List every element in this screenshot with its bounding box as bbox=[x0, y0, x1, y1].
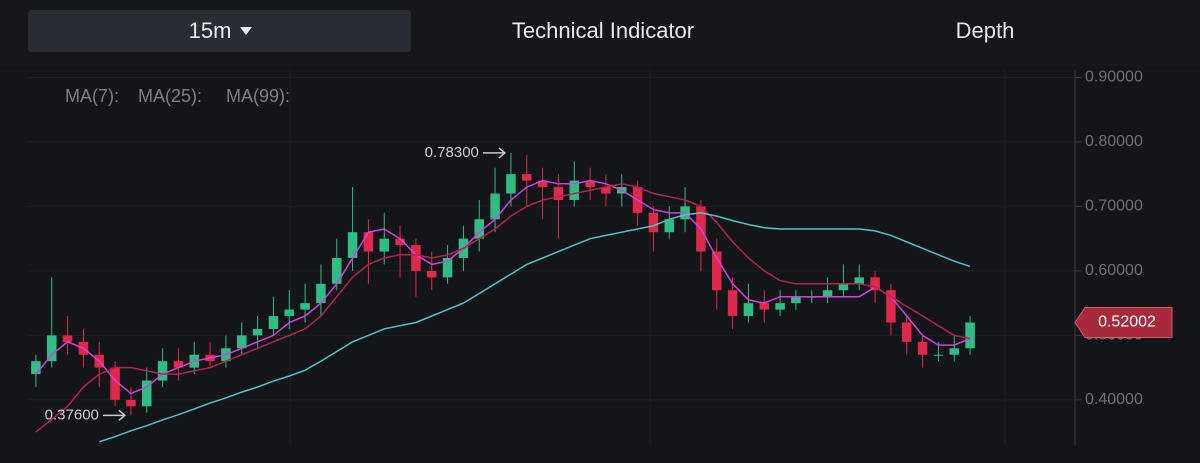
candle-body bbox=[110, 367, 120, 400]
candle-body bbox=[126, 399, 136, 407]
annotation-arrow bbox=[482, 147, 507, 159]
candle-body bbox=[585, 180, 595, 188]
candle-body bbox=[965, 322, 975, 349]
candle-body bbox=[759, 303, 769, 310]
candle-body bbox=[490, 193, 500, 220]
interval-button[interactable] bbox=[28, 10, 411, 52]
candle-body bbox=[442, 258, 453, 278]
candle-body bbox=[395, 238, 405, 246]
candle-body bbox=[522, 174, 532, 181]
candle-body bbox=[822, 290, 833, 297]
candle-body bbox=[427, 270, 437, 278]
candle-body bbox=[284, 309, 294, 317]
candle-body bbox=[268, 316, 279, 329]
candle-body bbox=[933, 354, 944, 356]
plot: 0.400000.500000.600000.700000.800000.900… bbox=[28, 69, 1173, 443]
candle-body bbox=[47, 335, 57, 362]
candle-body bbox=[854, 277, 864, 284]
candle-body bbox=[870, 277, 880, 291]
y-tick-label: 0.60000 bbox=[1085, 262, 1143, 279]
last-price-label: 0.52002 bbox=[1098, 314, 1156, 331]
legend-entry: MA(25): bbox=[138, 86, 202, 106]
ma-line bbox=[35, 183, 971, 433]
candle-body bbox=[775, 303, 785, 310]
candle-body bbox=[506, 174, 516, 194]
ma-line bbox=[99, 212, 971, 443]
candle-body bbox=[648, 212, 659, 233]
dropdown-icon[interactable] bbox=[240, 27, 252, 35]
candle-body bbox=[347, 232, 358, 258]
candle-body bbox=[411, 245, 421, 271]
candle-body bbox=[31, 361, 41, 375]
candle-body bbox=[237, 335, 247, 349]
candle-body bbox=[142, 380, 152, 407]
candle-body bbox=[379, 238, 389, 252]
interval-label[interactable]: 15m bbox=[189, 18, 232, 43]
candle-body bbox=[902, 322, 912, 342]
annotation-arrow bbox=[102, 409, 127, 421]
candle-body bbox=[173, 361, 184, 368]
legend-entry: MA(99): bbox=[226, 86, 290, 106]
annotation-label: 0.78300 bbox=[425, 144, 479, 161]
candle-body bbox=[791, 296, 801, 304]
candle-body bbox=[474, 219, 484, 239]
y-tick-label: 0.90000 bbox=[1085, 69, 1143, 86]
y-tick-label: 0.80000 bbox=[1085, 133, 1143, 150]
candle-body bbox=[537, 180, 548, 188]
last-price-tag bbox=[1074, 306, 1173, 338]
candle-body bbox=[553, 187, 564, 200]
candle-body bbox=[664, 219, 674, 233]
candle-body bbox=[569, 180, 579, 200]
candle-body bbox=[949, 348, 959, 355]
depth-tab[interactable]: Depth bbox=[956, 18, 1015, 43]
candle-body bbox=[886, 290, 896, 323]
candle-body bbox=[300, 303, 310, 310]
legend-entry: MA(7): bbox=[65, 86, 119, 106]
candle-body bbox=[62, 335, 73, 342]
y-tick-label: 0.70000 bbox=[1085, 198, 1143, 215]
candle-body bbox=[743, 303, 754, 317]
candle-body bbox=[157, 361, 168, 381]
ma-line bbox=[35, 179, 971, 395]
candle-body bbox=[363, 232, 374, 252]
candle-body bbox=[917, 341, 928, 355]
candle-body bbox=[838, 283, 849, 291]
candle-body bbox=[332, 258, 342, 284]
candle-body bbox=[601, 187, 611, 194]
chart-panel bbox=[0, 66, 1200, 463]
candle-body bbox=[712, 251, 722, 291]
candle-body bbox=[316, 283, 326, 304]
y-tick-label: 0.40000 bbox=[1085, 391, 1143, 408]
candle-body bbox=[252, 328, 263, 336]
indicator-tab[interactable]: Technical Indicator bbox=[512, 18, 694, 43]
annotation-label: 0.37600 bbox=[45, 406, 99, 423]
candle-body bbox=[727, 290, 738, 317]
